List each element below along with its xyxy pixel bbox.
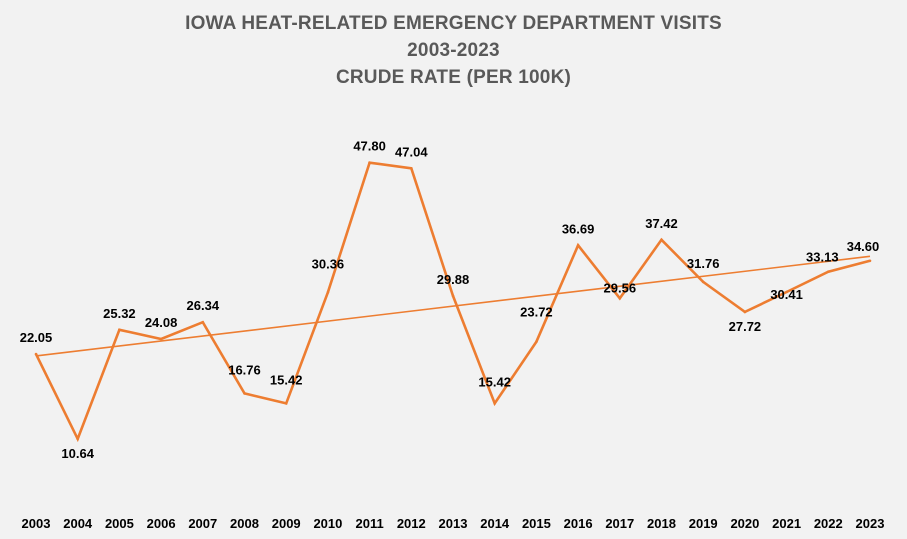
data-label-2011: 47.80 bbox=[353, 139, 386, 154]
data-point-2018 bbox=[660, 238, 663, 242]
data-point-2004 bbox=[76, 437, 79, 441]
data-point-2019 bbox=[701, 280, 705, 284]
data-label-2015: 23.72 bbox=[520, 305, 553, 320]
data-point-2005 bbox=[118, 328, 121, 332]
data-point-2014 bbox=[493, 402, 497, 405]
data-label-2022: 33.13 bbox=[806, 250, 839, 265]
x-axis-ticks: 2003 2004 2005 2006 2007 2008 2009 2010 2011 2012… bbox=[22, 516, 885, 531]
data-point-2015 bbox=[535, 340, 538, 343]
x-tick-label-2017: 2017 bbox=[605, 516, 634, 531]
data-label-2004: 10.64 bbox=[61, 446, 94, 461]
x-tick-label-2015: 2015 bbox=[522, 516, 551, 531]
x-tick-label-2004: 2004 bbox=[63, 516, 93, 531]
data-point-2008 bbox=[243, 392, 246, 395]
x-tick-label-2011: 2011 bbox=[355, 516, 383, 531]
data-point-2020 bbox=[743, 310, 747, 314]
x-tick-label-2012: 2012 bbox=[397, 516, 426, 531]
data-point-2010 bbox=[326, 291, 330, 294]
data-point-2016 bbox=[576, 243, 580, 247]
chart-title-line-3: CRUDE RATE (PER 100K) bbox=[335, 67, 572, 88]
data-point-2021 bbox=[785, 290, 788, 294]
x-tick-label-2006: 2006 bbox=[147, 516, 176, 531]
data-point-2013 bbox=[451, 294, 455, 298]
x-tick-label-2020: 2020 bbox=[730, 516, 759, 531]
data-point-2006 bbox=[159, 337, 163, 341]
x-tick-label-2016: 2016 bbox=[564, 516, 593, 531]
data-label-2016: 36.69 bbox=[562, 221, 595, 236]
x-tick-label-2005: 2005 bbox=[105, 516, 134, 531]
data-label-2003: 22.05 bbox=[20, 330, 53, 345]
data-label-2008: 16.76 bbox=[228, 362, 261, 377]
x-tick-label-2021: 2021 bbox=[772, 516, 801, 531]
data-point-2023 bbox=[868, 259, 872, 263]
data-point-2022 bbox=[827, 270, 830, 274]
data-label-2012: 47.04 bbox=[395, 144, 428, 159]
data-label-2021: 30.41 bbox=[770, 287, 803, 302]
x-tick-label-2007: 2007 bbox=[188, 516, 217, 531]
chart-title-line-1: IOWA HEAT-RELATED EMERGENCY DEPARTMENT V… bbox=[185, 13, 722, 34]
data-label-2017: 29.56 bbox=[604, 280, 637, 295]
series-line bbox=[34, 161, 871, 443]
data-point-2003 bbox=[34, 352, 38, 356]
x-tick-label-2013: 2013 bbox=[439, 516, 468, 531]
x-tick-label-2022: 2022 bbox=[814, 516, 843, 531]
x-tick-label-2008: 2008 bbox=[230, 516, 259, 531]
data-label-2013: 29.88 bbox=[437, 272, 470, 287]
data-point-2009 bbox=[284, 402, 288, 405]
data-label-2010: 30.36 bbox=[312, 256, 345, 271]
data-label-2023: 34.60 bbox=[847, 239, 880, 254]
data-label-2006: 24.08 bbox=[145, 315, 178, 330]
chart-title: IOWA HEAT-RELATED EMERGENCY DEPARTMENT V… bbox=[0, 10, 907, 91]
x-tick-label-2010: 2010 bbox=[313, 516, 342, 531]
data-point-2007 bbox=[201, 320, 205, 324]
data-label-2020: 27.72 bbox=[729, 319, 762, 334]
data-label-2005: 25.32 bbox=[103, 306, 136, 321]
x-tick-label-2009: 2009 bbox=[272, 516, 301, 531]
data-label-2014: 15.42 bbox=[478, 374, 511, 389]
data-point-2011 bbox=[368, 161, 371, 164]
x-tick-label-2018: 2018 bbox=[647, 516, 676, 531]
trendline bbox=[35, 255, 871, 357]
data-label-2018: 37.42 bbox=[645, 216, 678, 231]
x-tick-label-2014: 2014 bbox=[480, 516, 510, 531]
data-label-layer: 22.05 10.64 25.32 24.08 26.34 16.76 15.42 30.36… bbox=[20, 139, 880, 461]
chart-title-line-2: 2003-2023 bbox=[407, 40, 500, 61]
trendline-layer bbox=[35, 255, 871, 357]
data-label-2009: 15.42 bbox=[270, 372, 303, 387]
data-point-2017 bbox=[618, 296, 622, 300]
data-label-2007: 26.34 bbox=[187, 298, 220, 313]
data-label-2019: 31.76 bbox=[687, 256, 720, 271]
x-tick-label-2019: 2019 bbox=[689, 516, 718, 531]
x-tick-label-2003: 2003 bbox=[22, 516, 51, 531]
x-tick-label-2023: 2023 bbox=[856, 516, 885, 531]
data-point-2012 bbox=[410, 167, 413, 170]
series-layer bbox=[34, 161, 872, 443]
